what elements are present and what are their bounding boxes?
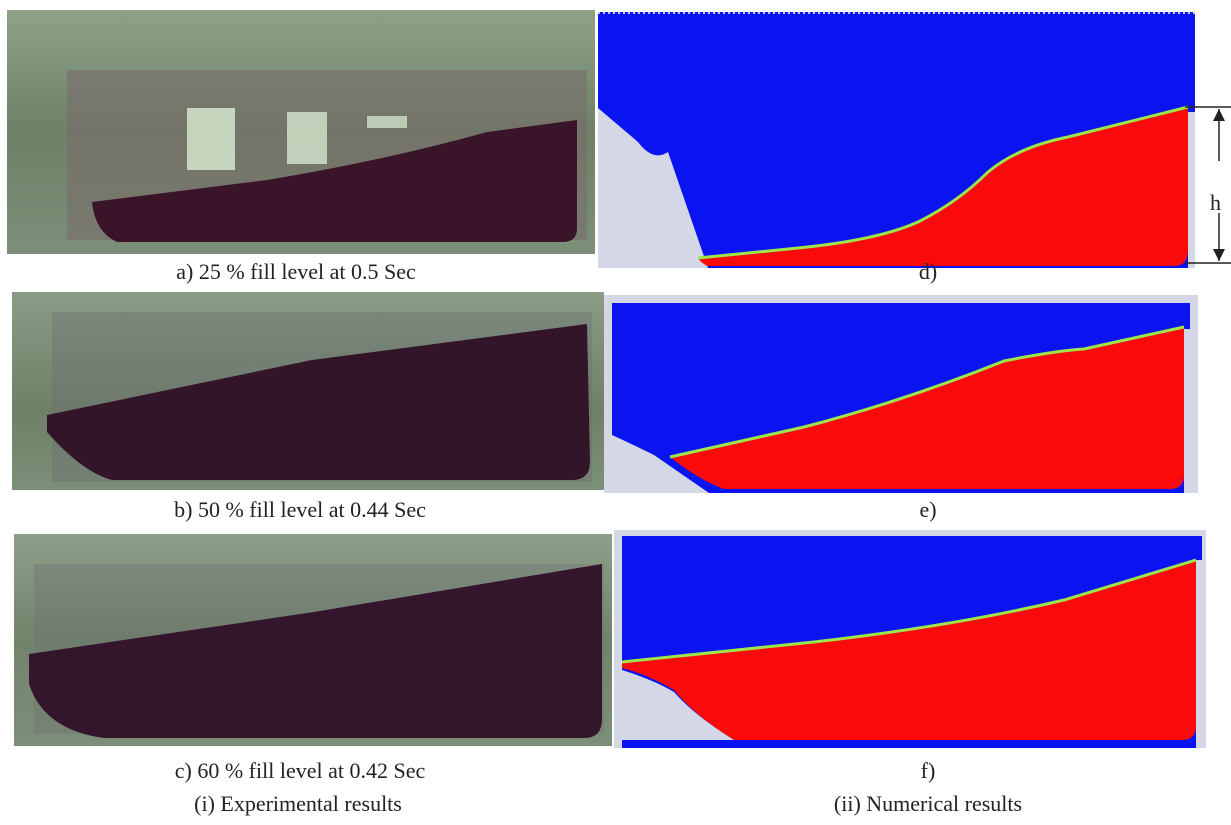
numerical-image-e xyxy=(604,295,1198,493)
experimental-image-c xyxy=(14,534,612,746)
caption-b: b) 50 % fill level at 0.44 Sec xyxy=(174,497,426,522)
dimension-label-h: h xyxy=(1210,190,1221,215)
experimental-image-b xyxy=(12,292,604,490)
experimental-image-a xyxy=(7,10,595,254)
numerical-image-d xyxy=(598,12,1195,268)
caption-e: e) xyxy=(919,497,937,522)
dimension-arrow xyxy=(1185,106,1231,264)
caption-c: c) 60 % fill level at 0.42 Sec xyxy=(174,758,426,783)
caption-a: a) 25 % fill level at 0.5 Sec xyxy=(176,259,416,284)
caption-f: f) xyxy=(920,758,936,783)
column-title-numerical: (ii) Numerical results xyxy=(833,791,1023,816)
caption-d: d) xyxy=(918,259,938,284)
numerical-image-f xyxy=(614,530,1206,748)
column-title-experimental: (i) Experimental results xyxy=(194,791,402,816)
